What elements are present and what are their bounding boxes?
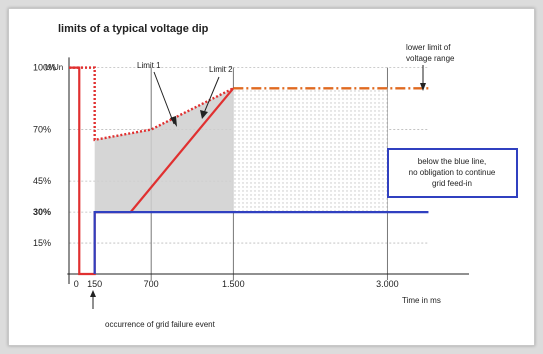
y-tick-label-70: 70% [33, 125, 51, 135]
x-tick-label-700: 700 [144, 279, 159, 289]
x-axis-label: Time in ms [402, 296, 441, 305]
limit2-arrow [203, 76, 220, 114]
y-axis-label: U/Un [45, 63, 63, 72]
limit1-arrow [153, 71, 175, 125]
blue-line-note-1: below the blue line, [418, 157, 487, 166]
x-tick-label-1500: 1.500 [222, 279, 245, 289]
event-label: occurrence of grid failure event [105, 320, 216, 329]
chart-frame: limits of a typical voltage dip U/Un Tim… [8, 8, 535, 346]
lower-limit-label-1: lower limit of [406, 43, 451, 52]
lower-limit-label-2: voltage range [406, 54, 455, 63]
event-arrowhead [90, 290, 96, 297]
y-tick-label-15: 15% [33, 238, 51, 248]
dotted-region-voltage-range [233, 88, 388, 213]
limit2-label: Limit 2 [209, 65, 233, 74]
x-tick-label-3000: 3.000 [376, 279, 399, 289]
chart-title: limits of a typical voltage dip [58, 23, 209, 35]
series-line-1 [69, 66, 234, 142]
y-tick-label-45: 45% [33, 176, 51, 186]
shaded-region-limits [94, 88, 234, 213]
blue-line-note-2: no obligation to continue [409, 168, 496, 177]
y-tick-label-30: 30% [33, 207, 51, 217]
y-tick-label-100: 100% [33, 63, 56, 73]
limit1-arrowhead [170, 116, 177, 127]
limit2-arrowhead [200, 110, 208, 119]
series-line-4 [93, 210, 429, 274]
voltage-dip-chart: limits of a typical voltage dip U/Un Tim… [33, 23, 518, 329]
lower-limit-arrowhead [420, 83, 426, 91]
blue-line-note-box [387, 148, 518, 198]
x-tick-label-150: 150 [87, 279, 102, 289]
limit1-label: Limit 1 [137, 61, 161, 70]
x-tick-label-0: 0 [74, 279, 79, 289]
blue-line-note-3: grid feed-in [432, 179, 472, 188]
